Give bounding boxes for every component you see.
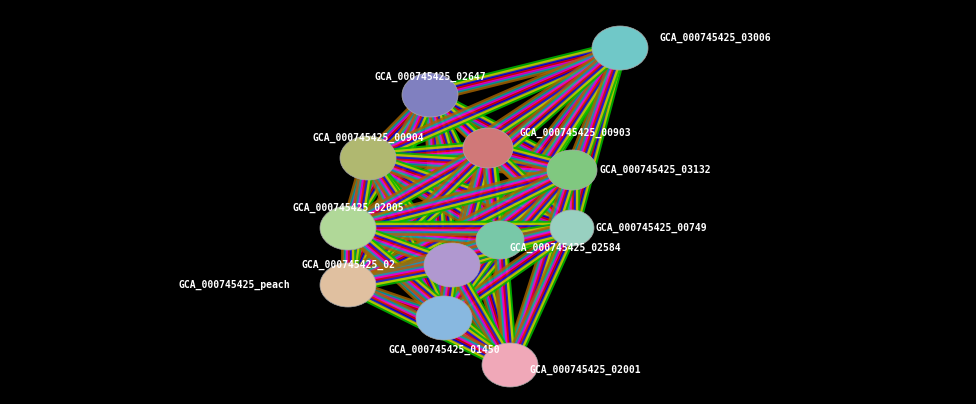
Text: GCA_000745425_02584: GCA_000745425_02584 xyxy=(510,243,622,253)
Text: GCA_000745425_03132: GCA_000745425_03132 xyxy=(600,165,712,175)
Text: GCA_000745425_01450: GCA_000745425_01450 xyxy=(388,345,500,355)
Ellipse shape xyxy=(550,210,594,246)
Ellipse shape xyxy=(402,73,458,117)
Text: GCA_000745425_peach: GCA_000745425_peach xyxy=(179,280,290,290)
Ellipse shape xyxy=(416,296,472,340)
Text: GCA_000745425_03006: GCA_000745425_03006 xyxy=(660,33,772,43)
Ellipse shape xyxy=(463,128,513,168)
Text: GCA_000745425_02: GCA_000745425_02 xyxy=(301,260,395,270)
Ellipse shape xyxy=(424,243,480,287)
Ellipse shape xyxy=(320,263,376,307)
Ellipse shape xyxy=(547,150,597,190)
Text: GCA_000745425_00904: GCA_000745425_00904 xyxy=(312,133,424,143)
Ellipse shape xyxy=(476,221,524,259)
Ellipse shape xyxy=(592,26,648,70)
Text: GCA_000745425_00749: GCA_000745425_00749 xyxy=(595,223,707,233)
Text: GCA_000745425_02647: GCA_000745425_02647 xyxy=(374,72,486,82)
Ellipse shape xyxy=(482,343,538,387)
Text: GCA_000745425_02001: GCA_000745425_02001 xyxy=(530,365,641,375)
Text: GCA_000745425_02005: GCA_000745425_02005 xyxy=(292,203,404,213)
Text: GCA_000745425_00903: GCA_000745425_00903 xyxy=(520,128,631,138)
Ellipse shape xyxy=(340,136,396,180)
Ellipse shape xyxy=(320,206,376,250)
